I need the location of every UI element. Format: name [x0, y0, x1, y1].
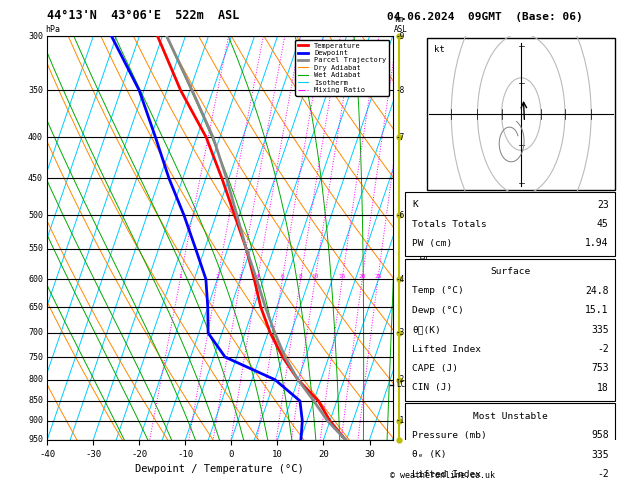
Text: 958: 958: [591, 431, 609, 440]
Text: 04.06.2024  09GMT  (Base: 06): 04.06.2024 09GMT (Base: 06): [387, 12, 582, 22]
Text: 44°13'N  43°06'E  522m  ASL: 44°13'N 43°06'E 522m ASL: [47, 9, 240, 22]
Text: 850: 850: [28, 397, 43, 405]
Text: km
ASL: km ASL: [394, 15, 408, 35]
Text: 23: 23: [597, 200, 609, 209]
Text: LCL: LCL: [396, 381, 410, 389]
Text: 15: 15: [338, 274, 346, 279]
Text: hPa: hPa: [45, 25, 60, 35]
Text: 1.94: 1.94: [585, 239, 609, 248]
Text: 335: 335: [591, 450, 609, 460]
Text: 500: 500: [28, 211, 43, 220]
Text: 15.1: 15.1: [585, 305, 609, 315]
Text: Most Unstable: Most Unstable: [473, 412, 548, 420]
Text: 600: 600: [28, 275, 43, 283]
Text: θₑ (K): θₑ (K): [412, 450, 447, 459]
Text: Lifted Index: Lifted Index: [412, 469, 481, 479]
Text: 550: 550: [28, 244, 43, 253]
Text: -2: -2: [597, 469, 609, 479]
Text: 700: 700: [28, 329, 43, 337]
Text: K: K: [412, 200, 418, 209]
Text: Dewp (°C): Dewp (°C): [412, 306, 464, 315]
Text: 4: 4: [256, 274, 260, 279]
Legend: Temperature, Dewpoint, Parcel Trajectory, Dry Adiabat, Wet Adiabat, Isotherm, Mi: Temperature, Dewpoint, Parcel Trajectory…: [295, 40, 389, 96]
Text: -8: -8: [395, 86, 404, 95]
Text: Mixing Ratio (g/kg): Mixing Ratio (g/kg): [419, 194, 428, 282]
FancyBboxPatch shape: [427, 38, 615, 190]
Text: -3: -3: [395, 329, 404, 337]
Text: 753: 753: [591, 364, 609, 373]
Bar: [405, 192, 615, 256]
Text: 750: 750: [28, 353, 43, 362]
Text: 18: 18: [597, 383, 609, 393]
Text: -9: -9: [395, 32, 404, 41]
Text: PW (cm): PW (cm): [412, 239, 452, 248]
Text: CAPE (J): CAPE (J): [412, 364, 458, 373]
Text: -4: -4: [395, 275, 404, 283]
Text: 800: 800: [28, 375, 43, 384]
Text: -2: -2: [597, 344, 609, 354]
Text: 45: 45: [597, 219, 609, 229]
Text: 400: 400: [28, 133, 43, 141]
Text: 10: 10: [311, 274, 319, 279]
Text: 25: 25: [374, 274, 382, 279]
Text: 3: 3: [239, 274, 243, 279]
Text: 350: 350: [28, 86, 43, 95]
Text: 650: 650: [28, 302, 43, 312]
Text: Totals Totals: Totals Totals: [412, 220, 487, 228]
Text: Surface: Surface: [490, 267, 530, 276]
Text: © weatheronline.co.uk: © weatheronline.co.uk: [390, 471, 495, 480]
Text: 24.8: 24.8: [585, 286, 609, 296]
Text: -6: -6: [395, 211, 404, 220]
Text: 2: 2: [216, 274, 220, 279]
Text: 900: 900: [28, 417, 43, 425]
Text: kt: kt: [434, 45, 445, 53]
Text: Pressure (mb): Pressure (mb): [412, 431, 487, 440]
Text: 8: 8: [299, 274, 303, 279]
X-axis label: Dewpoint / Temperature (°C): Dewpoint / Temperature (°C): [135, 464, 304, 474]
Text: 1: 1: [179, 274, 182, 279]
Text: 950: 950: [28, 435, 43, 444]
Text: 300: 300: [28, 32, 43, 41]
Text: 450: 450: [28, 174, 43, 183]
Text: Lifted Index: Lifted Index: [412, 345, 481, 354]
Text: 335: 335: [591, 325, 609, 335]
Text: θᴇ(K): θᴇ(K): [412, 325, 441, 334]
Text: Temp (°C): Temp (°C): [412, 286, 464, 295]
Text: 6: 6: [281, 274, 284, 279]
Text: -7: -7: [395, 133, 404, 141]
Text: -2: -2: [395, 375, 404, 384]
Text: 20: 20: [359, 274, 366, 279]
Text: -1: -1: [395, 417, 404, 425]
Bar: [405, 259, 615, 400]
Text: CIN (J): CIN (J): [412, 383, 452, 392]
Bar: [405, 403, 615, 486]
